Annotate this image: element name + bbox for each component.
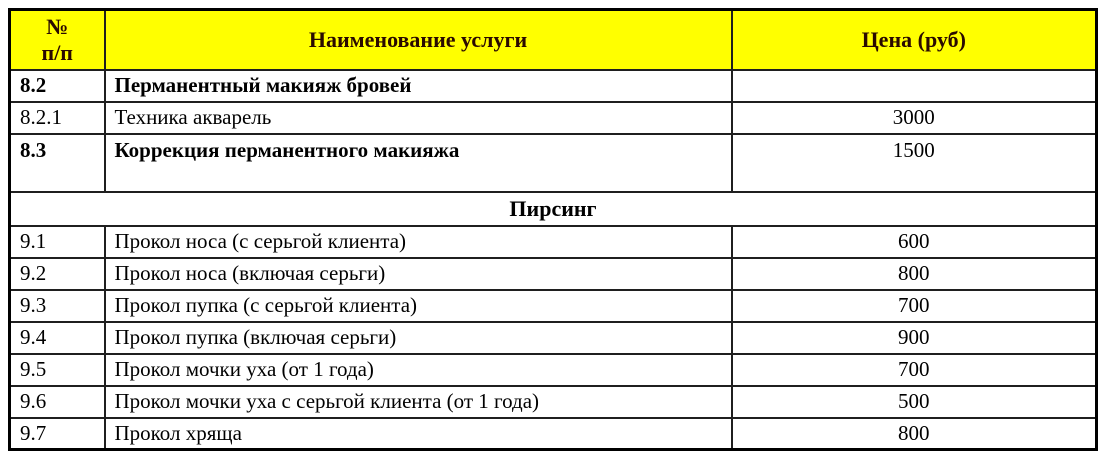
row-number-cell: 9.4 [8,320,106,355]
table-row: 9.6 Прокол мочки уха с серьгой клиента (о… [8,384,1098,419]
row-number-cell: 9.7 [8,416,106,451]
price-cell: 3000 [730,100,1098,135]
service-name-cell: Техника акварель [103,100,733,135]
row-number-cell: 9.2 [8,256,106,291]
row-number-cell: 8.2 [8,68,106,103]
row-number-cell: 9.3 [8,288,106,323]
row-number-cell: 9.1 [8,224,106,259]
header-number-cell: № п/п [8,8,106,71]
table-row: 9.5 Прокол мочки уха (от 1 года) 700 [8,352,1098,387]
row-number-cell: 9.6 [8,384,106,419]
service-name-cell: Прокол мочки уха (от 1 года) [103,352,733,387]
price-cell: 900 [730,320,1098,355]
section-row: Пирсинг [8,190,1098,227]
table-row: 8.2.1 Техника акварель 3000 [8,100,1098,135]
price-cell: 600 [730,224,1098,259]
header-service-cell: Наименование услуги [103,8,733,71]
header-number-line2: п/п [41,39,73,65]
service-name-cell: Прокол пупка (с серьгой клиента) [103,288,733,323]
price-list-table: № п/п Наименование услуги Цена (руб) 8.2… [8,8,1098,451]
table-row: 9.4 Прокол пупка (включая серьги) 900 [8,320,1098,355]
table-row: 9.2 Прокол носа (включая серьги) 800 [8,256,1098,291]
header-number-line1: № [46,14,69,40]
table-row: 8.3 Коррекция перманентного макияжа 1500 [8,132,1098,193]
service-name-cell: Коррекция перманентного макияжа [103,132,733,193]
row-number-cell: 8.3 [8,132,106,193]
service-name-cell: Прокол носа (с серьгой клиента) [103,224,733,259]
table-row: 9.7 Прокол хряща 800 [8,416,1098,451]
service-name-cell: Прокол носа (включая серьги) [103,256,733,291]
service-name-cell: Прокол пупка (включая серьги) [103,320,733,355]
service-name-cell: Прокол хряща [103,416,733,451]
table-row: 8.2 Перманентный макияж бровей [8,68,1098,103]
header-price-cell: Цена (руб) [730,8,1098,71]
price-cell: 800 [730,416,1098,451]
price-cell: 800 [730,256,1098,291]
service-name-cell: Перманентный макияж бровей [103,68,733,103]
price-cell [730,68,1098,103]
price-cell: 700 [730,288,1098,323]
row-number-cell: 8.2.1 [8,100,106,135]
section-header-cell: Пирсинг [8,190,1098,227]
service-name-cell: Прокол мочки уха с серьгой клиента (от 1… [103,384,733,419]
table-row: 9.1 Прокол носа (с серьгой клиента) 600 [8,224,1098,259]
price-cell: 500 [730,384,1098,419]
table-row: 9.3 Прокол пупка (с серьгой клиента) 700 [8,288,1098,323]
table-header-row: № п/п Наименование услуги Цена (руб) [8,8,1098,71]
price-cell: 1500 [730,132,1098,193]
price-cell: 700 [730,352,1098,387]
price-table-body: 8.2 Перманентный макияж бровей 8.2.1 Техник… [8,68,1098,451]
row-number-cell: 9.5 [8,352,106,387]
